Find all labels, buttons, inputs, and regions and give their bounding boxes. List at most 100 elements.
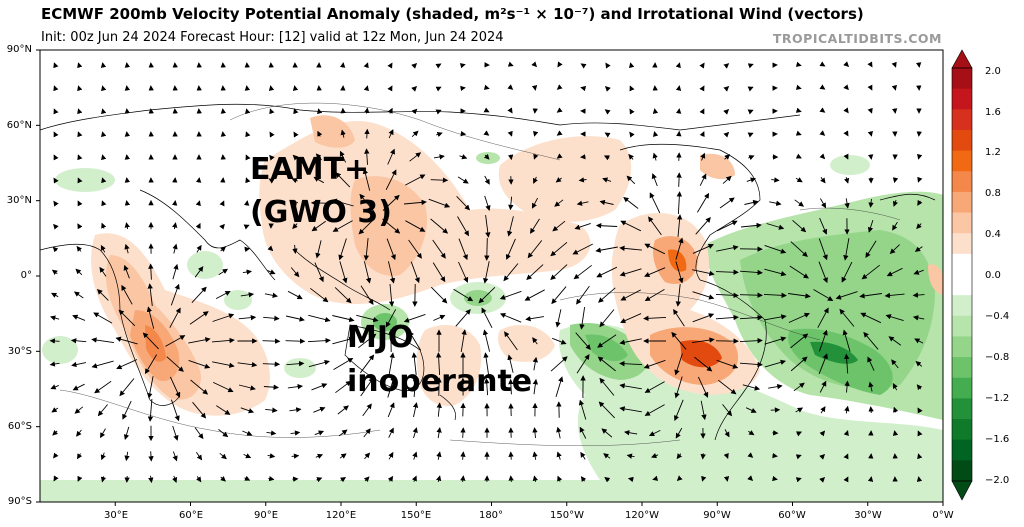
wind-vector [124,85,131,91]
wind-vector [716,245,739,252]
wind-vector [382,194,400,211]
wind-vector [819,453,826,460]
wind-vector [676,172,682,187]
wind-vector [893,406,899,413]
colorbar-segment [952,129,972,152]
wind-vector [916,223,922,230]
wind-vector [573,264,592,280]
wind-vector [458,261,469,283]
lat-label-90n: 90°N [6,44,32,55]
lat-label-90s: 90°S [7,496,32,507]
wind-vector [405,220,426,232]
wind-vector [121,284,133,305]
wind-vector [360,377,374,397]
wind-vector [77,85,83,92]
wind-vector [526,264,544,281]
wind-vector [364,452,371,460]
wind-vector [739,361,763,368]
wind-vector [311,383,328,391]
wind-vector [842,329,851,352]
wind-vector [742,384,761,391]
colorbar-segment [952,398,972,420]
wind-vector [483,84,490,90]
wind-vector [790,241,808,258]
wind-vector [859,293,882,299]
wind-vector [505,238,516,260]
wind-vector [507,154,514,161]
wind-vector [532,378,539,395]
wind-vector [101,131,107,138]
wind-vector [96,288,109,301]
wind-vector [843,84,849,91]
wind-vector [843,453,849,460]
wind-vector [843,61,850,68]
wind-vector [478,286,496,304]
wind-vector [819,217,828,235]
wind-vector [629,85,635,92]
wind-vector [580,476,587,483]
wind-vector [382,218,401,234]
wind-vector [124,131,131,137]
wind-vector [144,354,157,375]
wind-vector [651,453,659,459]
wind-vector [91,360,114,369]
lon-label-150e: 150°E [400,510,432,521]
wind-vector [723,108,730,115]
wind-vector [220,246,227,252]
wind-vector [460,451,466,460]
wind-vector [579,426,587,439]
wind-vector [77,154,83,161]
wind-vector [77,62,83,69]
wind-vector [604,132,611,138]
wind-vector [675,85,682,91]
colorbar [951,49,973,501]
wind-vector [51,292,59,298]
wind-vector [716,220,738,232]
wind-vector [290,430,301,436]
wind-vector [819,84,826,90]
wind-vector [124,200,131,206]
wind-vector [499,313,522,323]
wind-vector [192,401,207,419]
wind-vector [147,283,153,306]
wind-vector [629,62,635,69]
site-brand: TROPICALTIDBITS.COM [772,31,942,46]
wind-vector [385,309,397,328]
wind-vector [556,451,562,460]
wind-vector [525,316,544,322]
wind-vector [170,283,180,306]
wind-vector [269,108,275,115]
wind-vector [675,427,683,439]
wind-vector [433,314,446,321]
wind-vector [291,200,299,206]
wind-vector [867,356,875,371]
wind-vector [532,176,538,184]
lat-label-30n: 30°N [6,195,32,206]
wind-vector [458,238,468,261]
lon-label-180: 180° [478,510,504,521]
wind-vector [411,352,417,375]
wind-vector [408,239,422,259]
wind-vector [819,130,826,136]
wind-vector [459,154,468,160]
wind-vector [388,451,394,460]
wind-vector [142,332,159,350]
wind-vector [388,283,395,307]
wind-vector [790,333,809,349]
wind-vector [619,245,642,252]
wind-vector [100,476,107,483]
wind-vector [626,175,636,185]
wind-vector [436,475,442,483]
wind-vector [50,384,59,390]
wind-vector [795,107,802,113]
wind-vector [599,377,615,396]
wind-vector [651,173,658,187]
wind-vector [244,475,251,481]
wind-vector [73,291,84,299]
wind-vector [579,307,586,330]
wind-vector [789,265,809,279]
wind-vector [572,243,594,255]
wind-vector [435,86,442,92]
wind-vector [578,399,587,420]
wind-vector [360,354,375,374]
